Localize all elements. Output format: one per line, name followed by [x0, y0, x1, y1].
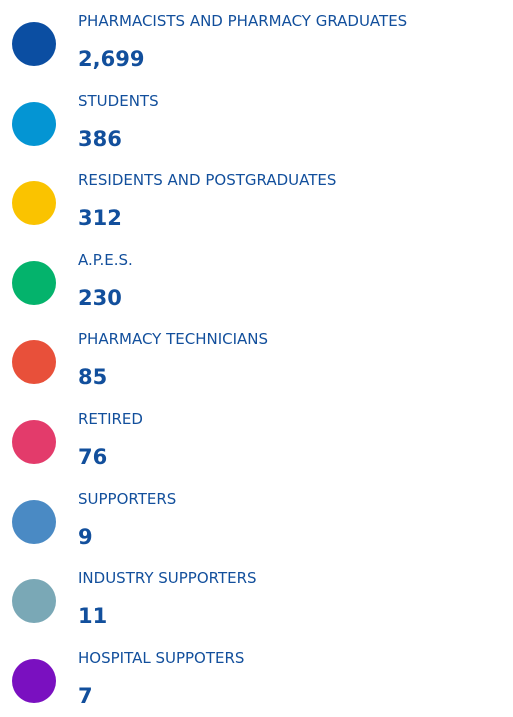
item-label: A.P.E.S. [78, 250, 133, 269]
item-count: 76 [78, 445, 108, 469]
item-count: 312 [78, 206, 122, 231]
item-count: 2,699 [78, 47, 145, 71]
item-count: 85 [78, 365, 108, 390]
item-label: PHARMACY TECHNICIANS [78, 330, 269, 349]
item-count: 11 [78, 604, 108, 629]
item-label: STUDENTS [78, 91, 159, 110]
legend-item: HOSPITAL SUPPOTERS 7 [0, 637, 513, 717]
color-dot [12, 22, 56, 66]
color-dot [12, 101, 56, 146]
legend-item: A.P.E.S. 230 [0, 239, 513, 319]
color-dot [12, 420, 56, 464]
item-count: 386 [78, 126, 122, 151]
item-label: PHARMACISTS AND PHARMACY GRADUATES [78, 12, 408, 30]
color-dot [12, 658, 56, 703]
legend-item: STUDENTS 386 [0, 80, 513, 160]
item-label: HOSPITAL SUPPOTERS [78, 648, 245, 667]
legend-item: INDUSTRY SUPPORTERS 11 [0, 557, 513, 637]
item-label: RETIRED [78, 410, 143, 428]
color-dot [12, 260, 56, 305]
color-dot [12, 340, 56, 385]
color-dot [12, 181, 56, 226]
item-count: 230 [78, 285, 122, 310]
legend-item: PHARMACY TECHNICIANS 85 [0, 318, 513, 398]
item-label: SUPPORTERS [78, 489, 177, 508]
legend-item: RETIRED 76 [0, 398, 513, 478]
item-count: 9 [78, 524, 93, 549]
legend-item: SUPPORTERS 9 [0, 478, 513, 558]
legend-item: PHARMACISTS AND PHARMACY GRADUATES 2,699 [0, 0, 513, 80]
legend-item: RESIDENTS AND POSTGRADUATES 312 [0, 159, 513, 239]
item-label: INDUSTRY SUPPORTERS [78, 569, 257, 588]
item-label: RESIDENTS AND POSTGRADUATES [78, 171, 337, 190]
color-dot [12, 579, 56, 624]
color-dot [12, 499, 56, 544]
